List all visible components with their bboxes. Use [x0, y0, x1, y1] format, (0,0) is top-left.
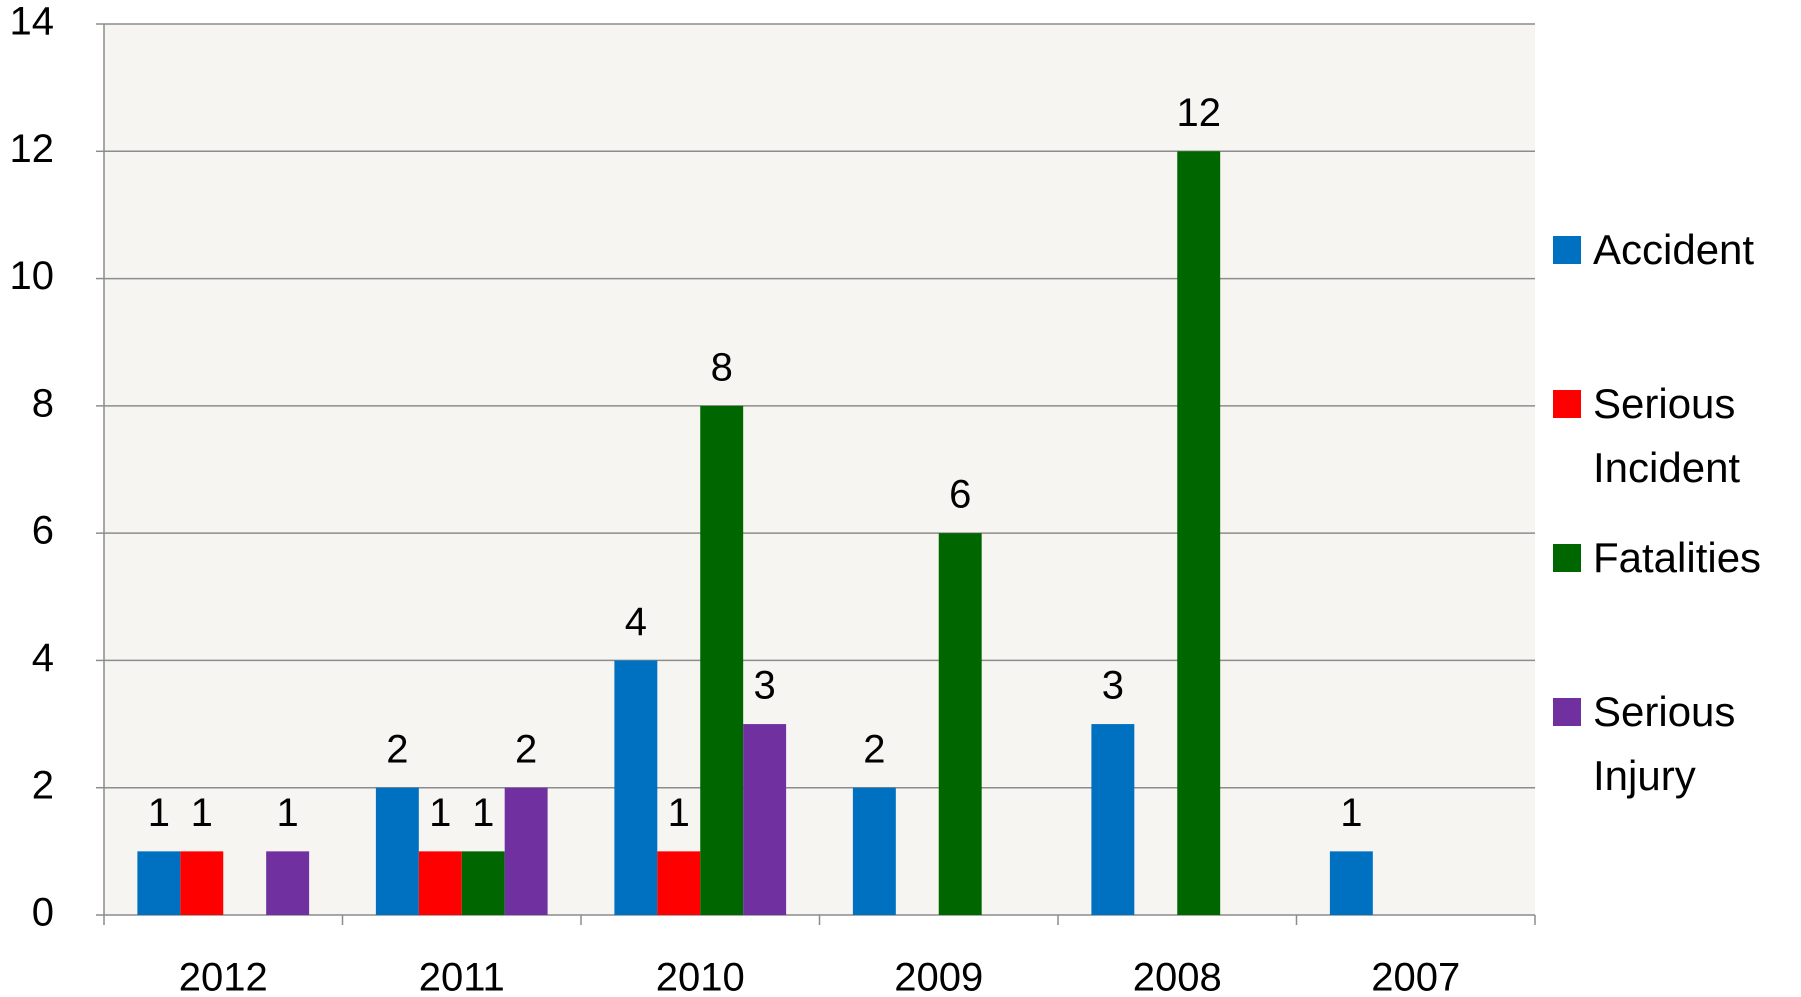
- value-label: 2: [515, 727, 537, 771]
- value-label: 1: [429, 791, 451, 835]
- y-tick-label: 14: [10, 0, 55, 44]
- value-label: 2: [386, 727, 408, 771]
- legend-item: Accident: [1553, 218, 1793, 282]
- legend-item: Serious Injury: [1553, 680, 1793, 808]
- legend-label: Serious Injury: [1593, 688, 1736, 799]
- value-label: 12: [1176, 91, 1221, 135]
- bar: [137, 851, 181, 915]
- y-tick-label: 6: [32, 509, 54, 553]
- x-tick-label: 2009: [894, 956, 983, 997]
- legend-item: Serious Incident: [1553, 372, 1793, 500]
- legend-swatch: [1553, 236, 1581, 264]
- legend-swatch: [1553, 544, 1581, 572]
- y-tick-label: 2: [32, 763, 54, 807]
- bar: [938, 533, 982, 915]
- bar: [1091, 724, 1135, 915]
- legend-label: Accident: [1593, 226, 1755, 273]
- value-label: 1: [277, 791, 299, 835]
- bar: [461, 851, 505, 915]
- bar: [700, 405, 744, 915]
- bar: [504, 787, 548, 915]
- y-tick-label: 8: [32, 381, 54, 425]
- value-label: 1: [191, 791, 213, 835]
- bar: [266, 851, 310, 915]
- value-label: 1: [472, 791, 494, 835]
- value-label: 3: [754, 664, 776, 708]
- legend-label: Serious Incident: [1593, 380, 1741, 491]
- bar: [657, 851, 701, 915]
- x-tick-label: 2012: [179, 956, 268, 997]
- value-label: 1: [1340, 791, 1362, 835]
- legend-label: Fatalities: [1593, 534, 1762, 581]
- value-label: 2: [863, 727, 885, 771]
- x-tick-label: 2007: [1371, 956, 1460, 997]
- bar: [852, 787, 896, 915]
- legend-swatch: [1553, 390, 1581, 418]
- y-tick-label: 4: [32, 636, 54, 680]
- legend: Accident Serious Incident Fatalities Seriou…: [1553, 0, 1793, 997]
- bar: [743, 724, 787, 915]
- legend-swatch: [1553, 698, 1581, 726]
- x-tick-label: 2011: [419, 956, 505, 997]
- x-tick-label: 2010: [656, 956, 745, 997]
- value-label: 8: [711, 345, 733, 389]
- legend-item: Fatalities: [1553, 526, 1793, 590]
- bar: [1329, 851, 1373, 915]
- bar: [375, 787, 419, 915]
- bar: [1177, 151, 1221, 916]
- y-tick-label: 10: [10, 254, 55, 298]
- x-tick-label: 2008: [1133, 956, 1222, 997]
- bar: [180, 851, 224, 915]
- value-label: 1: [148, 791, 170, 835]
- value-label: 1: [668, 791, 690, 835]
- value-label: 3: [1102, 664, 1124, 708]
- value-label: 4: [625, 600, 647, 644]
- bar: [418, 851, 462, 915]
- y-tick-label: 12: [10, 127, 55, 171]
- y-tick-label: 0: [32, 891, 54, 935]
- plot-area: [104, 24, 1535, 915]
- bar: [614, 660, 658, 915]
- value-label: 6: [949, 473, 971, 517]
